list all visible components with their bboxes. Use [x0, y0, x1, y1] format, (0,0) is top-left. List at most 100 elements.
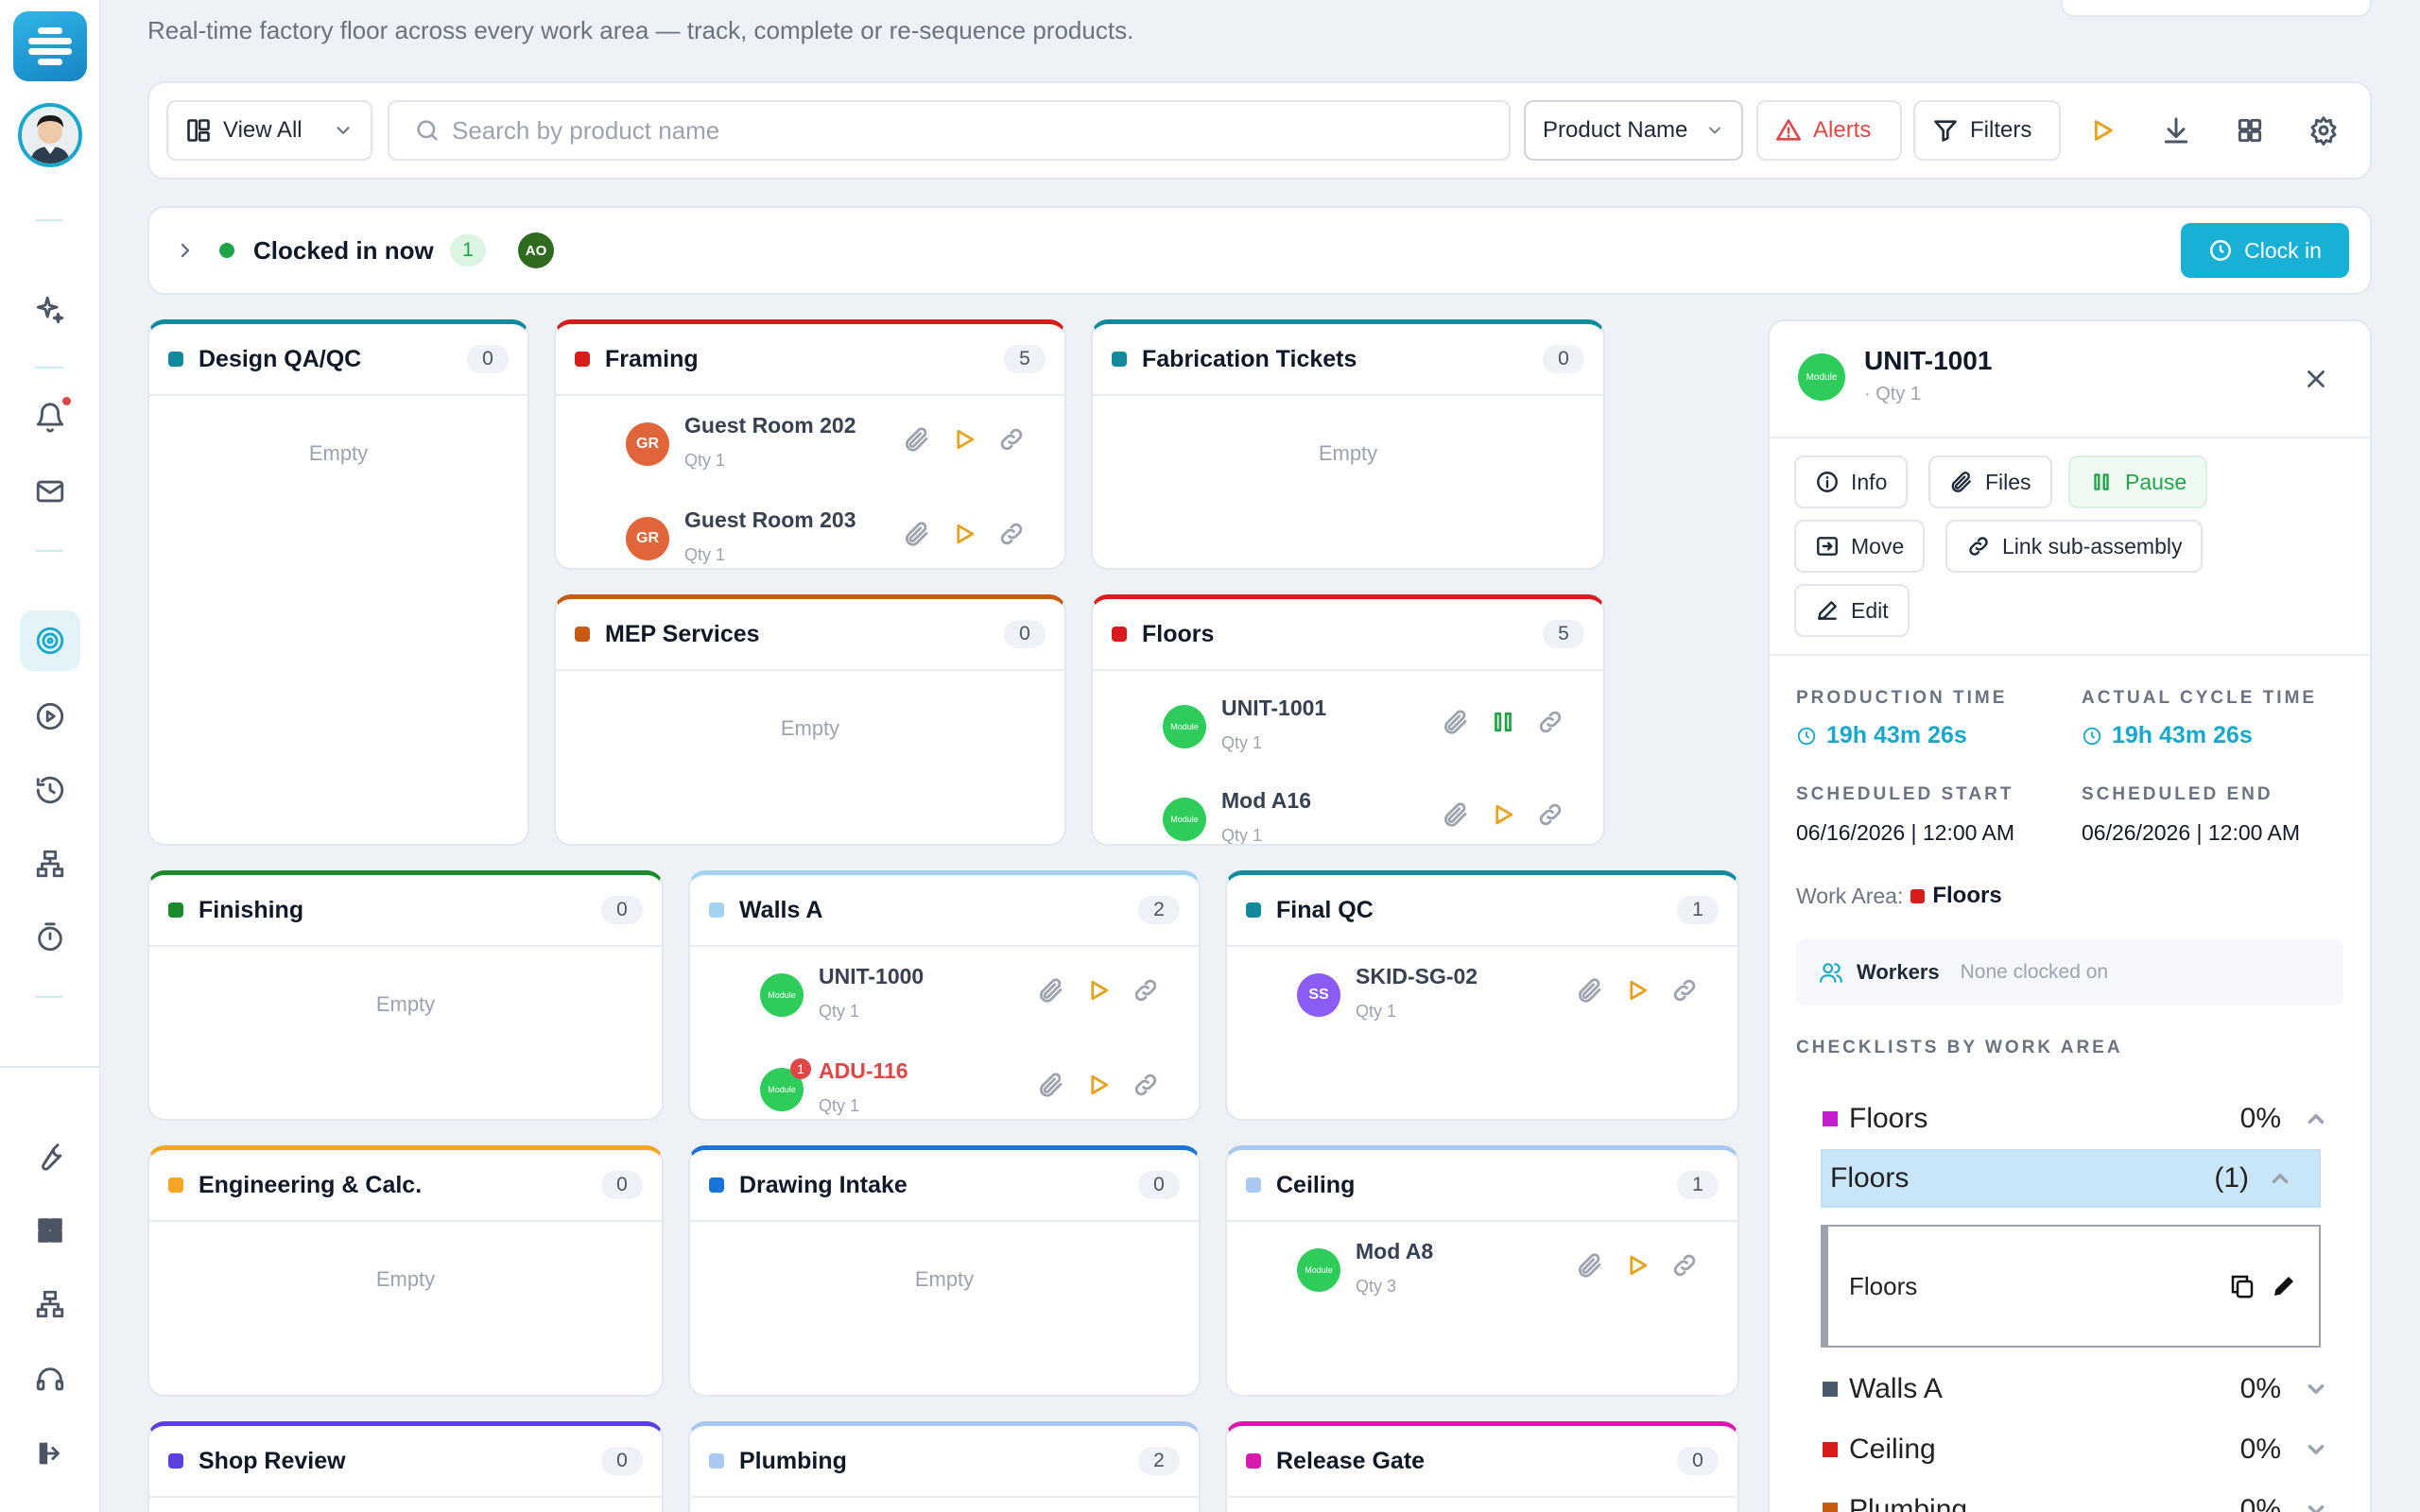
checklist-walls-a[interactable]: Walls A 0%	[1823, 1366, 2328, 1412]
product-card[interactable]: GR Guest Room 202 Qty 1	[556, 396, 1064, 481]
start-button[interactable]	[949, 519, 979, 549]
attach-button[interactable]	[1575, 975, 1605, 1005]
checklist-floors[interactable]: Floors 0%	[1823, 1096, 2328, 1142]
view-all-button[interactable]: View All	[166, 100, 372, 161]
grid-view-button[interactable]	[2227, 108, 2273, 153]
sidebar-item-support[interactable]	[20, 1349, 80, 1410]
sidebar-item-ai[interactable]	[20, 280, 80, 340]
work-area-header[interactable]: Final QC 1	[1227, 875, 1737, 947]
product-card[interactable]: Module UNIT-1000 Qty 1	[690, 947, 1199, 1032]
app-logo[interactable]	[13, 11, 87, 81]
files-button[interactable]: Files	[1928, 455, 2052, 508]
product-card[interactable]: GR Guest Room 203 Qty 1	[556, 490, 1064, 568]
sidebar-item-factory-floor[interactable]	[20, 610, 80, 671]
work-area-count: 0	[467, 345, 509, 373]
sidebar-item-notifications[interactable]	[20, 387, 80, 448]
checklist-group-floors[interactable]: Floors (1)	[1821, 1149, 2321, 1208]
clock-in-button[interactable]: Clock in	[2181, 223, 2349, 278]
attach-button[interactable]	[902, 424, 932, 455]
filters-button[interactable]: Filters	[1913, 100, 2061, 161]
start-button[interactable]	[1083, 1070, 1114, 1100]
sidebar-item-dashboard[interactable]	[20, 1200, 80, 1261]
chevron-up-icon[interactable]	[2268, 1166, 2292, 1191]
sidebar-item-play[interactable]	[20, 686, 80, 747]
sidebar-item-logout[interactable]	[20, 1423, 80, 1484]
start-button[interactable]	[949, 424, 979, 455]
chevron-down-icon[interactable]	[2304, 1498, 2328, 1512]
product-card[interactable]: SS SKID-SG-02 Qty 1	[1227, 947, 1737, 1032]
alerts-button[interactable]: Alerts	[1756, 100, 1902, 161]
move-button[interactable]: Move	[1794, 520, 1926, 573]
chevron-right-icon[interactable]	[174, 239, 197, 262]
work-area-dot	[1910, 888, 1926, 903]
close-icon[interactable]	[2302, 365, 2330, 393]
work-area-header[interactable]: MEP Services 0	[556, 599, 1064, 671]
start-button[interactable]	[1083, 975, 1114, 1005]
pencil-icon[interactable]	[2270, 1272, 2298, 1300]
sidebar-item-timer[interactable]	[20, 907, 80, 968]
link-subassembly-button[interactable]: Link sub-assembly	[1945, 520, 2204, 573]
attach-button[interactable]	[1575, 1250, 1605, 1280]
chevron-down-icon[interactable]	[2304, 1377, 2328, 1401]
link-button[interactable]	[1669, 975, 1700, 1005]
copy-icon[interactable]	[2228, 1272, 2256, 1300]
sidebar-item-network[interactable]	[20, 833, 80, 894]
attach-button[interactable]	[1441, 707, 1471, 737]
work-area-header[interactable]: Floors 5	[1093, 599, 1603, 671]
product-card[interactable]: Module Mod A16 Qty 1	[1093, 771, 1603, 844]
sidebar-item-history[interactable]	[20, 760, 80, 820]
search-input[interactable]: Search by product name	[388, 100, 1511, 161]
play-all-button[interactable]	[2080, 108, 2125, 153]
link-button[interactable]	[996, 424, 1027, 455]
checklist-item[interactable]: Floors	[1821, 1225, 2321, 1348]
download-button[interactable]	[2153, 108, 2199, 153]
work-area-header[interactable]: Ceiling 1	[1227, 1150, 1737, 1222]
work-area-header[interactable]: Drawing Intake 0	[690, 1150, 1199, 1222]
user-avatar[interactable]	[18, 103, 82, 167]
work-area-header[interactable]: Design QA/QC 0	[149, 324, 527, 396]
start-button[interactable]	[1488, 799, 1518, 830]
checklist-plumbing[interactable]: Plumbing 0%	[1823, 1487, 2328, 1512]
work-area-header[interactable]: Framing 5	[556, 324, 1064, 396]
checklist-ceiling[interactable]: Ceiling 0%	[1823, 1427, 2328, 1472]
work-area-header[interactable]: Walls A 2	[690, 875, 1199, 947]
worker-avatar[interactable]: AO	[518, 232, 554, 268]
chevron-up-icon[interactable]	[2304, 1107, 2328, 1131]
attach-button[interactable]	[902, 519, 932, 549]
work-area-header[interactable]: Plumbing 2	[690, 1426, 1199, 1498]
work-area-header[interactable]: Release Gate 0	[1227, 1426, 1737, 1498]
info-button[interactable]: Info	[1794, 455, 1909, 508]
settings-button[interactable]	[2301, 108, 2346, 153]
sidebar-item-messages[interactable]	[20, 461, 80, 522]
link-button[interactable]	[1131, 975, 1161, 1005]
sidebar-item-org[interactable]	[20, 1274, 80, 1334]
link-button[interactable]	[996, 519, 1027, 549]
link-button[interactable]	[1535, 799, 1565, 830]
pause-button[interactable]	[1488, 707, 1518, 737]
work-area-header[interactable]: Engineering & Calc. 0	[149, 1150, 662, 1222]
edit-button[interactable]: Edit	[1794, 584, 1910, 637]
work-area-ceiling: Ceiling 1 Module Mod A8 Qty 3	[1225, 1145, 1739, 1397]
product-card[interactable]: Module 1 ADU-116 Qty 1	[690, 1041, 1199, 1119]
product-card[interactable]: Module Mod A8 Qty 3	[1227, 1222, 1737, 1307]
link-button[interactable]	[1535, 707, 1565, 737]
pause-button[interactable]: Pause	[2068, 455, 2208, 508]
attach-button[interactable]	[1036, 1070, 1066, 1100]
sort-select[interactable]: Product Name	[1524, 100, 1743, 161]
start-button[interactable]	[1622, 975, 1652, 1005]
link-button[interactable]	[1131, 1070, 1161, 1100]
work-area-header[interactable]: Finishing 0	[149, 875, 662, 947]
link-button[interactable]	[1669, 1250, 1700, 1280]
work-area-header[interactable]: Fabrication Tickets 0	[1093, 324, 1603, 396]
product-card[interactable]: Module UNIT-1001 Qty 1	[1093, 679, 1603, 764]
work-area-row: Work Area: Floors	[1796, 883, 2002, 909]
play-icon	[1091, 980, 1109, 1001]
work-area-header[interactable]: Shop Review 0	[149, 1426, 662, 1498]
sidebar-item-tools[interactable]	[20, 1126, 80, 1187]
attach-button[interactable]	[1441, 799, 1471, 830]
start-button[interactable]	[1622, 1250, 1652, 1280]
chevron-down-icon[interactable]	[2304, 1437, 2328, 1462]
attach-button[interactable]	[1036, 975, 1066, 1005]
top-right-control[interactable]	[2061, 0, 2372, 17]
work-area-title: Release Gate	[1276, 1447, 1426, 1474]
